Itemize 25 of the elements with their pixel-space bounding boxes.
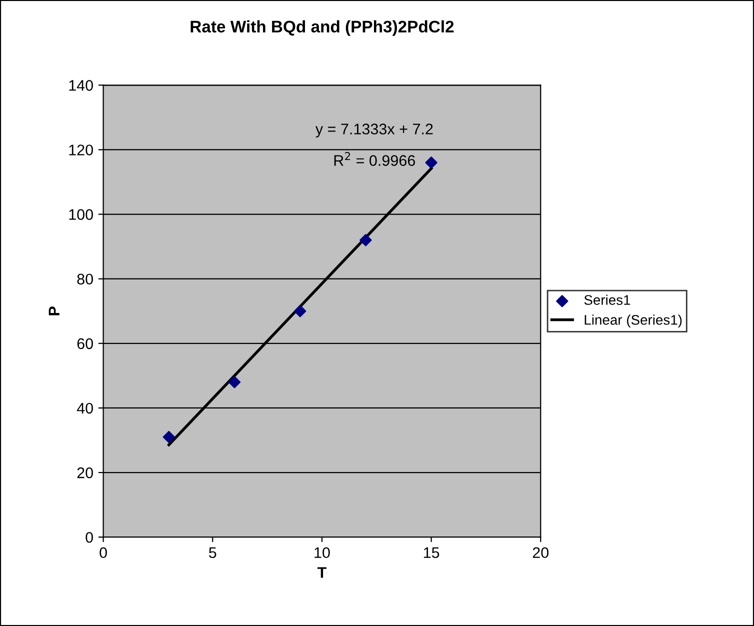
y-tick-label: 80 — [77, 274, 93, 285]
point — [228, 376, 241, 388]
legend-label: Series1 — [584, 294, 630, 305]
x-tick-label: 20 — [532, 547, 549, 558]
annotation: y = 7.1333x + 7.2 — [315, 124, 433, 138]
y-tick-label: 40 — [76, 402, 93, 414]
x-tick-label: 15 — [424, 547, 440, 558]
x-axis-title: T — [317, 567, 326, 578]
x-tick-label: 5 — [208, 547, 216, 558]
legend-label: Linear (Series1) — [584, 314, 682, 328]
y-tick-label: 20 — [77, 467, 93, 478]
annotation: R$^{2}$ = 0.9966 — [334, 152, 415, 166]
point — [294, 305, 306, 318]
y-tick-label: 60 — [77, 338, 93, 350]
x-tick-label: 10 — [314, 547, 330, 558]
point — [360, 234, 372, 246]
y-tick-label: 0 — [86, 532, 93, 543]
chart-title: Rate With BQd and (PPh3)2PdCl2 — [190, 20, 454, 36]
y-tick-label: 140 — [69, 80, 93, 91]
y-tick-label: 120 — [69, 144, 93, 156]
point — [425, 156, 438, 169]
point — [162, 430, 175, 444]
y-tick-label: 100 — [69, 209, 93, 220]
x-tick-label: 0 — [100, 547, 107, 558]
y-axis-title: P — [48, 306, 60, 316]
